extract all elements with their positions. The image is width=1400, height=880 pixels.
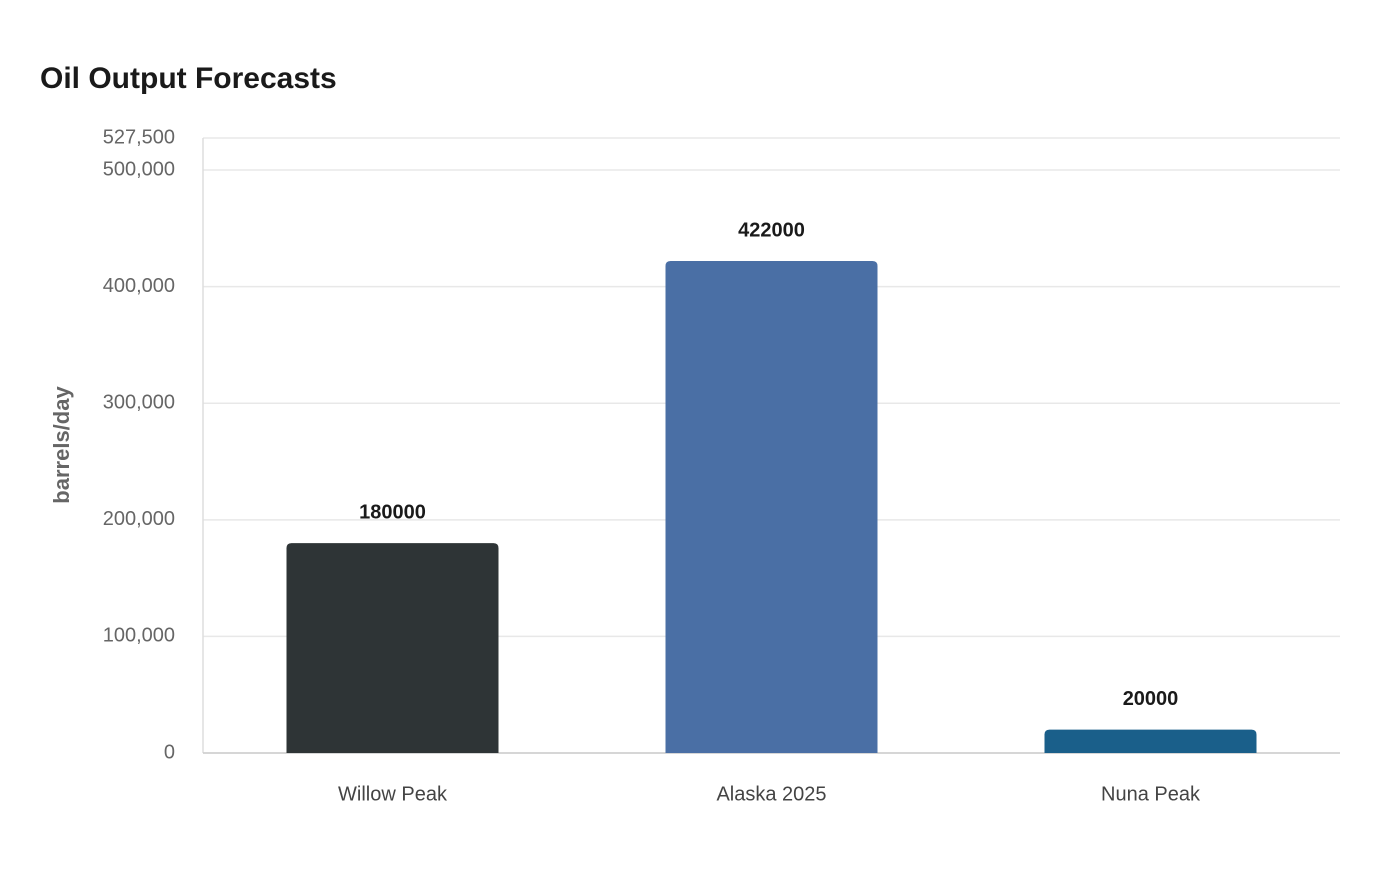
y-tick-label: 500,000 (103, 158, 175, 180)
bar (286, 543, 499, 753)
y-tick-label: 100,000 (103, 625, 175, 647)
bar (1044, 729, 1257, 753)
bar (665, 261, 878, 753)
value-label: 422000 (738, 219, 805, 241)
y-tick-label: 527,500 (103, 126, 175, 148)
y-tick-label: 200,000 (103, 508, 175, 530)
value-label: 180000 (359, 501, 426, 523)
x-tick-label: Nuna Peak (1101, 783, 1201, 805)
value-label: 20000 (1123, 688, 1179, 710)
x-tick-label: Alaska 2025 (716, 783, 826, 805)
x-tick-label: Willow Peak (338, 783, 448, 805)
y-tick-label: 0 (164, 741, 175, 763)
y-tick-label: 300,000 (103, 392, 175, 414)
chart-title: Oil Output Forecasts (40, 62, 337, 95)
y-tick-label: 400,000 (103, 275, 175, 297)
y-axis-label: barrels/day (49, 386, 74, 504)
